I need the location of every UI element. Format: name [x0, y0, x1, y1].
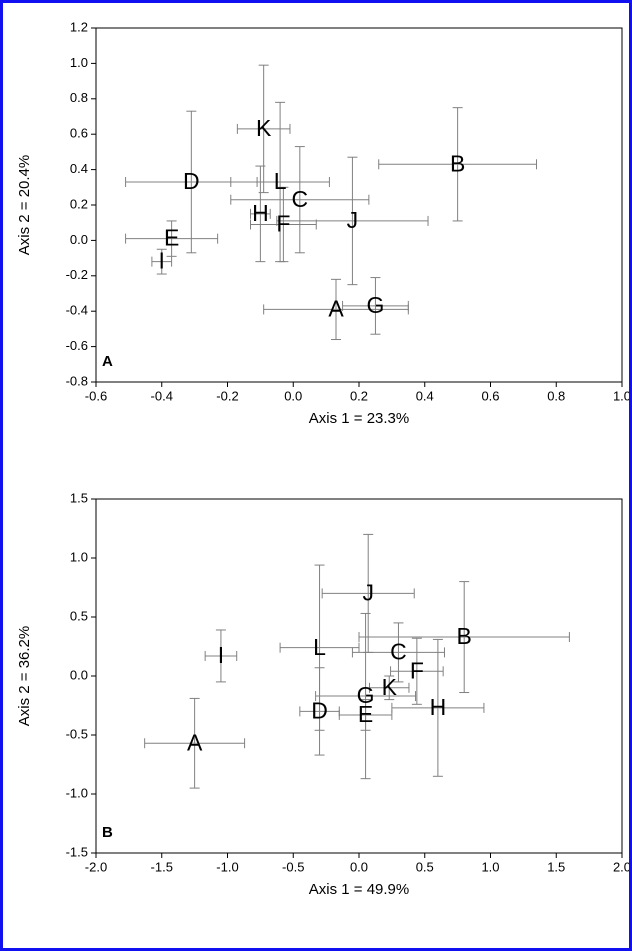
x-tick-label: 0.8: [547, 388, 565, 403]
y-axis-label: Axis 2 = 20.4%: [16, 155, 33, 255]
x-tick-label: 1.5: [547, 859, 565, 874]
point-label: L: [274, 168, 287, 194]
y-tick-label: -0.8: [66, 373, 88, 388]
y-tick-label: 0.0: [70, 232, 88, 247]
point-label: D: [183, 168, 200, 194]
panel-label: B: [102, 824, 113, 841]
y-axis-label: Axis 2 = 36.2%: [16, 626, 33, 726]
x-tick-label: -0.4: [151, 388, 173, 403]
x-tick-label: 0.6: [481, 388, 499, 403]
point-label: G: [366, 292, 384, 318]
x-tick-label: 0.2: [350, 388, 368, 403]
point-label: B: [457, 623, 472, 649]
x-tick-label: 0.0: [350, 859, 368, 874]
point-label: E: [358, 701, 373, 727]
y-tick-label: -0.2: [66, 267, 88, 282]
y-tick-label: 0.6: [70, 126, 88, 141]
point-label: J: [362, 579, 374, 605]
x-tick-label: -1.5: [151, 859, 173, 874]
y-tick-label: -0.5: [66, 726, 88, 741]
x-tick-label: -0.5: [282, 859, 304, 874]
point-label: A: [187, 729, 203, 755]
point-label: L: [313, 634, 326, 660]
x-tick-label: 1.0: [613, 388, 629, 403]
y-tick-label: 1.5: [70, 490, 88, 505]
x-tick-label: 0.5: [416, 859, 434, 874]
point-label: K: [382, 674, 398, 700]
point-label: H: [430, 694, 447, 720]
x-tick-label: -0.6: [85, 388, 107, 403]
y-tick-label: 1.2: [70, 19, 88, 34]
point-label: B: [450, 150, 465, 176]
y-tick-label: -0.4: [66, 303, 88, 318]
y-tick-label: -1.0: [66, 785, 88, 800]
point-label: I: [159, 248, 165, 274]
plot-frame: [95, 27, 623, 383]
x-tick-label: 2.0: [613, 859, 629, 874]
point-label: E: [164, 225, 179, 251]
y-tick-label: 0.0: [70, 667, 88, 682]
y-tick-label: 0.2: [70, 196, 88, 211]
x-tick-label: -2.0: [85, 859, 107, 874]
point-label: J: [347, 207, 359, 233]
y-tick-label: 1.0: [70, 549, 88, 564]
x-tick-label: -0.2: [216, 388, 238, 403]
point-label: K: [256, 115, 272, 141]
x-tick-label: 0.0: [284, 388, 302, 403]
y-tick-label: 0.8: [70, 90, 88, 105]
point-label: C: [390, 638, 407, 664]
x-axis-label: Axis 1 = 23.3%: [309, 410, 409, 427]
chart: -0.6 -0.4 -0.2 0.0 0.2 0.4 0.6 0.8 1.0-0.8-0.6-0…: [16, 19, 629, 898]
x-axis-label: Axis 1 = 49.9%: [309, 881, 409, 898]
x-tick-label: 1.0: [481, 859, 499, 874]
point-label: H: [252, 200, 269, 226]
y-tick-label: 0.4: [70, 161, 88, 176]
y-tick-label: -1.5: [66, 844, 88, 859]
point-label: D: [311, 697, 328, 723]
y-tick-label: 1.0: [70, 55, 88, 70]
point-label: F: [276, 211, 290, 237]
x-tick-label: 0.4: [416, 388, 434, 403]
point-label: A: [328, 296, 344, 322]
y-tick-label: 0.5: [70, 608, 88, 623]
point-label: F: [410, 657, 424, 683]
point-label: G: [357, 682, 375, 708]
x-tick-label: -1.0: [216, 859, 238, 874]
y-tick-label: -0.6: [66, 338, 88, 353]
point-label: I: [218, 642, 224, 668]
point-label: C: [292, 186, 309, 212]
panel-label: A: [102, 353, 113, 370]
plot-frame: [95, 498, 623, 854]
